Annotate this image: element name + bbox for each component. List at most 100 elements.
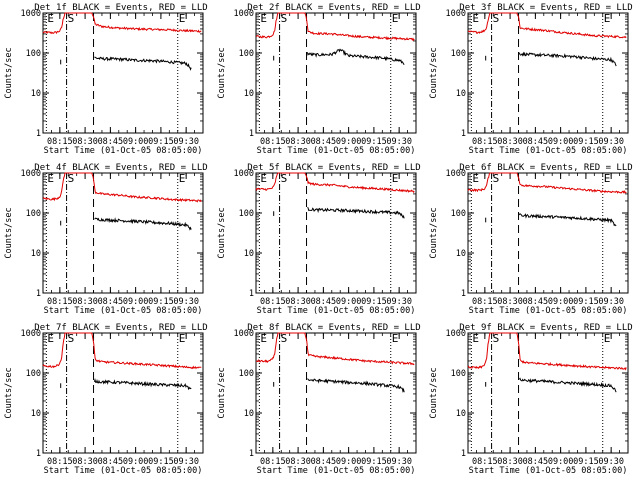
time-marker-label: S [493,172,500,185]
y-tick-label: 100 [26,209,41,219]
lld-series-line [255,332,415,366]
x-tick-label: 09:30 [386,297,412,307]
plot-frame [255,12,417,134]
y-tick-label: 10 [31,89,41,99]
y-tick-label: 10 [244,409,254,419]
panel-title: Det 2f BLACK = Events, RED = LLD [247,3,420,13]
time-marker-label: S [281,332,288,345]
lld-series-line [467,12,627,39]
y-axis-label: Counts/sec [4,207,14,258]
time-marker-label: E [472,172,479,185]
x-tick-label: 08:45 [98,297,124,307]
time-marker-label: S [281,12,288,25]
y-tick-label: 1000 [21,9,41,19]
time-marker-label: E [47,12,54,25]
y-tick-label: 1 [36,289,41,299]
time-marker-label: E [179,172,186,185]
time-marker-label: E [47,172,54,185]
y-tick-label: 100 [26,49,41,59]
x-tick-label: 09:15 [573,297,599,307]
time-marker-label: E [179,12,186,25]
events-series-line [307,378,405,393]
time-marker-label: S [68,172,75,185]
x-tick-label: 09:00 [123,137,149,147]
lld-series-line [42,172,202,203]
plot-frame [42,172,204,294]
x-tick-label: 09:30 [386,137,412,147]
x-tick-label: 08:30 [285,457,311,467]
y-tick-label: 10 [456,89,466,99]
panel-det-1: Det 1f BLACK = Events, RED = LLD 1 10 100 10… [4,3,208,156]
x-tick-label: 08:45 [523,297,549,307]
x-tick-label: 09:30 [598,137,624,147]
time-marker-label: E [260,12,267,25]
y-tick-label: 1000 [446,169,466,179]
panel-title: Det 7f BLACK = Events, RED = LLD [34,323,207,333]
plot-frame [42,332,204,454]
panel-det-7: Det 7f BLACK = Events, RED = LLD 1 10 100 10… [4,323,208,476]
x-tick-label: 09:15 [148,137,174,147]
x-tick-label: 09:15 [148,297,174,307]
x-tick-label: 09:15 [573,457,599,467]
x-tick-label: 09:15 [148,457,174,467]
time-marker-label: E [604,12,611,25]
panel-det-5: Det 5f BLACK = Events, RED = LLD 1 10 100 10… [217,163,421,316]
y-axis-label: Counts/sec [429,47,439,98]
y-tick-label: 100 [451,369,466,379]
time-marker-label: E [604,332,611,345]
x-tick-label: 08:15 [260,457,286,467]
x-tick-label: 09:00 [123,297,149,307]
x-axis-label: Start Time (01-Oct-05 08:05:00) [44,466,203,476]
x-tick-label: 09:30 [173,137,199,147]
y-axis-label: Counts/sec [4,367,14,418]
time-marker-label: E [47,332,54,345]
panel-title: Det 8f BLACK = Events, RED = LLD [247,323,420,333]
x-axis-label: Start Time (01-Oct-05 08:05:00) [469,306,628,316]
x-tick-label: 08:45 [311,137,337,147]
y-axis-label: Counts/sec [4,47,14,98]
x-tick-label: 09:00 [548,457,574,467]
lld-series-line [42,332,202,370]
x-axis-label: Start Time (01-Oct-05 08:05:00) [44,306,203,316]
plot-frame [467,332,629,454]
x-tick-label: 08:30 [497,297,523,307]
plot-frame [467,172,629,294]
y-axis-label: Counts/sec [217,47,227,98]
x-tick-label: 08:45 [523,137,549,147]
time-marker-label: S [493,12,500,25]
x-tick-label: 08:30 [72,457,98,467]
y-tick-label: 100 [239,209,254,219]
time-marker-label: S [281,172,288,185]
time-marker-label: E [392,172,399,185]
y-tick-label: 1000 [446,329,466,339]
x-tick-label: 09:15 [361,297,387,307]
y-tick-label: 1 [461,289,466,299]
panel-title: Det 6f BLACK = Events, RED = LLD [459,163,632,173]
x-tick-label: 09:15 [361,457,387,467]
x-tick-label: 09:30 [598,457,624,467]
x-tick-label: 09:00 [336,457,362,467]
lld-series-line [255,12,415,42]
events-series-line [518,212,617,227]
x-axis-label: Start Time (01-Oct-05 08:05:00) [257,146,416,156]
panel-title: Det 1f BLACK = Events, RED = LLD [34,3,207,13]
lld-series-line [467,172,627,194]
time-marker-label: E [260,172,267,185]
x-axis-label: Start Time (01-Oct-05 08:05:00) [44,146,203,156]
x-axis-label: Start Time (01-Oct-05 08:05:00) [469,466,628,476]
y-tick-label: 10 [456,249,466,259]
y-tick-label: 1000 [446,9,466,19]
y-tick-label: 1 [461,129,466,139]
x-tick-label: 09:30 [598,297,624,307]
time-marker-label: S [68,332,75,345]
panel-title: Det 5f BLACK = Events, RED = LLD [247,163,420,173]
panel-title: Det 3f BLACK = Events, RED = LLD [459,3,632,13]
plot-frame [42,12,204,134]
x-tick-label: 08:30 [497,137,523,147]
x-tick-label: 08:30 [285,137,311,147]
x-tick-label: 08:15 [472,457,498,467]
x-tick-label: 09:30 [173,457,199,467]
y-tick-label: 10 [31,409,41,419]
y-tick-label: 10 [244,89,254,99]
x-tick-label: 08:15 [47,457,73,467]
